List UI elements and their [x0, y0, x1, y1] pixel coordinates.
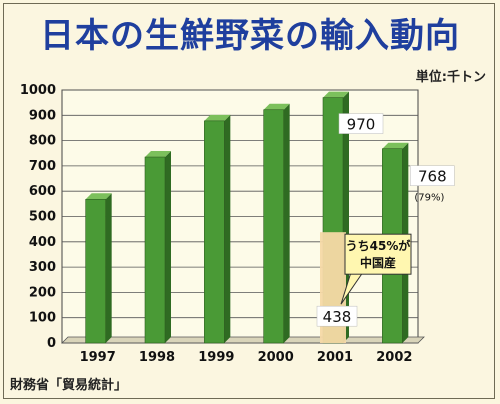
y-tick-label: 900 — [29, 108, 56, 123]
sub-value-label-box — [316, 305, 358, 327]
chart-title: 日本の生鮮野菜の輸入動向 — [40, 16, 460, 56]
x-tick-label: 2002 — [376, 350, 412, 365]
y-tick-label: 600 — [29, 184, 56, 199]
y-tick-label: 1000 — [20, 83, 56, 98]
bar-top — [85, 193, 112, 200]
bar-side — [105, 193, 112, 343]
x-tick-label: 2000 — [258, 350, 294, 365]
x-tick-label: 1999 — [198, 350, 234, 365]
data-label-2002-box — [410, 165, 455, 186]
bar-top — [204, 114, 231, 121]
y-tick-label: 200 — [29, 285, 56, 300]
x-tick-label: 1998 — [139, 350, 175, 365]
bar — [263, 109, 284, 344]
x-tick-label: 2001 — [317, 350, 353, 365]
data-label-2001-box — [338, 113, 384, 134]
bar-side — [165, 151, 171, 343]
bar — [144, 156, 166, 344]
y-tick-label: 0 — [47, 336, 56, 351]
sub-value-label: 438 — [323, 308, 352, 326]
bar-side — [224, 114, 231, 343]
callout-line1: うち45%が — [346, 238, 411, 253]
callout-box — [344, 233, 412, 275]
percent-label-2002: (79%) — [414, 193, 444, 204]
source-label: 財務省「貿易統計」 — [10, 378, 128, 393]
y-tick-label: 400 — [29, 235, 56, 250]
y-tick-label: 500 — [29, 210, 56, 225]
data-label-2002: 768 — [418, 168, 447, 186]
bar — [204, 120, 225, 344]
bar-top — [145, 151, 171, 158]
bar-side — [283, 103, 290, 343]
data-label-2001: 970 — [347, 116, 376, 134]
bar-top — [263, 103, 290, 110]
y-tick-label: 800 — [29, 134, 56, 149]
x-tick-label: 1997 — [80, 350, 116, 365]
plot-floor — [61, 336, 425, 344]
y-tick-label: 100 — [29, 311, 56, 326]
callout-line2: 中国産 — [360, 255, 396, 270]
y-tick-label: 300 — [29, 260, 56, 275]
bar-top — [323, 91, 349, 98]
y-tick-label: 700 — [29, 159, 56, 174]
bar — [85, 198, 106, 344]
bar-top — [382, 142, 409, 149]
unit-label: 単位:千トン — [415, 70, 486, 85]
